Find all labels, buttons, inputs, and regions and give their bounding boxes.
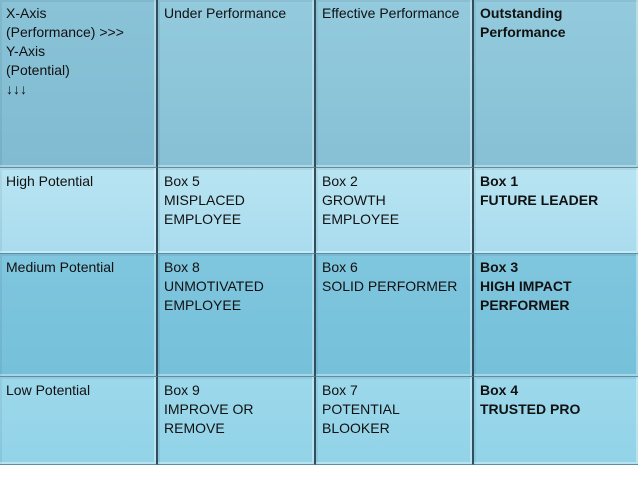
nine-box-grid-table: X-Axis (Performance) >>> Y-Axis (Potenti… — [0, 0, 638, 465]
header-effective-performance: Effective Performance — [316, 0, 474, 168]
box-2-cell: Box 2 GROWTH EMPLOYEE — [316, 168, 474, 254]
box-5-cell: Box 5 MISPLACED EMPLOYEE — [158, 168, 316, 254]
box-3-cell: Box 3 HIGH IMPACT PERFORMER — [474, 254, 638, 377]
box-1-cell: Box 1 FUTURE LEADER — [474, 168, 638, 254]
box-8-cell: Box 8 UNMOTIVATED EMPLOYEE — [158, 254, 316, 377]
row-label-medium-potential: Medium Potential — [0, 254, 158, 377]
box-4-cell: Box 4 TRUSTED PRO — [474, 377, 638, 465]
box-6-cell: Box 6 SOLID PERFORMER — [316, 254, 474, 377]
axis-label-cell: X-Axis (Performance) >>> Y-Axis (Potenti… — [0, 0, 158, 168]
row-label-high-potential: High Potential — [0, 168, 158, 254]
header-outstanding-performance: Outstanding Performance — [474, 0, 638, 168]
row-label-low-potential: Low Potential — [0, 377, 158, 465]
box-9-cell: Box 9 IMPROVE OR REMOVE — [158, 377, 316, 465]
header-under-performance: Under Performance — [158, 0, 316, 168]
box-7-cell: Box 7 POTENTIAL BLOOKER — [316, 377, 474, 465]
